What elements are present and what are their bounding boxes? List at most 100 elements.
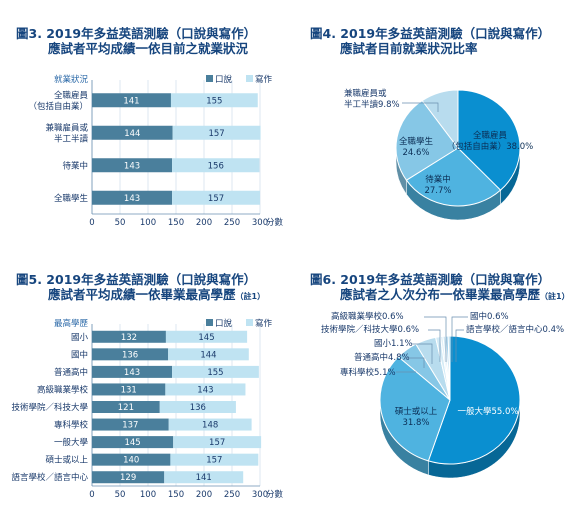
fig5-legend-swatch [206,319,213,326]
fig3-category-label: 全職學生 [54,193,89,204]
fig5-category-label: 專科學校 [54,420,89,431]
fig5-xtick-label: 0 [89,490,94,500]
fig4-leader-line [402,102,439,112]
fig5-bar-speaking [92,330,166,343]
fig5-category-label: 一般大學 [54,437,89,448]
fig5-category-label: 普通高中 [54,367,88,378]
fig5-data-label: 131 [121,385,137,395]
fig3-legend-swatch [246,75,253,82]
fig4-slice-label: 全職雇員（包括自由業）38.0% [447,130,534,152]
fig5-category-header: 最高學歷 [54,318,89,329]
fig3-category-label: 全職雇員（包括自由業） [28,90,88,112]
fig6-leader-line [455,329,464,362]
fig5-bar-writing [165,330,248,343]
fig4-slice [395,99,459,181]
fig6-slice-label: 普通高中4.8% [354,352,410,363]
fig3-xtick-label: 150 [168,218,184,228]
fig5-data-label: 129 [120,473,136,483]
fig6-slice [379,356,451,462]
fig6-leader-line [424,316,447,362]
fig5-data-label: 148 [202,421,218,431]
fig4-title: 圖4. 2019年多益英語測驗（口說與寫作） 應試者目前就業狀況比率 [310,26,550,56]
fig3-category-label: 兼職雇員或半工半讀 [45,122,88,144]
fig6-slice-label: 專科學校5.1% [340,367,396,378]
fig4-slice-label: 兼職雇員或半工半讀9.8% [344,88,400,110]
fig6-leader-line [405,357,425,368]
fig5-xunit: 分數 [266,489,284,500]
fig5-data-label: 121 [118,403,134,413]
fig3-bar-speaking [92,125,173,140]
fig4-title-line2: 應試者目前就業狀況比率 [340,41,478,56]
fig5-bar-speaking [92,383,166,396]
fig4-slice-label: 全職學生 24.6% [399,136,434,158]
fig5-bar-speaking [92,436,174,449]
fig5-category-label: 國小 [71,332,89,343]
fig5-bar-speaking [92,365,173,378]
fig5-xtick-label: 200 [196,490,212,500]
fig5-xtick-label: 150 [168,490,184,500]
fig4-title-line1: 圖4. 2019年多益英語測驗（口說與寫作） [310,26,551,41]
fig3-bar-writing [172,158,260,173]
fig3-xtick-label: 300 [252,218,268,228]
fig4-slice [405,147,502,207]
fig5-category-label: 技術學院／科技大學 [11,402,88,413]
fig3-xtick-label: 0 [89,218,94,228]
fig5-data-label: 157 [206,456,222,466]
fig5-bar-writing [168,418,252,431]
fig3-data-label: 143 [124,161,140,171]
fig5-bar-speaking [92,418,169,431]
fig5-category-label: 語言學校／語言中心 [11,472,88,483]
fig3-bar-speaking [92,93,171,108]
fig5-bar-writing [172,365,259,378]
fig6-leader-line [428,329,441,362]
fig5-bar-writing [173,436,262,449]
fig5-data-label: 145 [124,438,140,448]
fig6-slice-label: 高級職業學校0.6% [331,311,404,322]
fig6-slice-label: 碩士或以上 31.8% [395,406,438,428]
fig6-slice-label: 一般大學55.0% [457,406,518,417]
fig3-category-label: 待業中 [62,160,88,171]
fig3-xtick-label: 200 [196,218,212,228]
fig6-leader-line [451,316,468,362]
fig6-slice-label: 國中0.6% [470,311,509,322]
fig3-bar-speaking [92,158,173,173]
fig5-category-label: 國中 [71,349,88,360]
fig3-title-line1: 圖3. 2019年多益英語測驗（口說與寫作） [16,26,257,41]
fig5-title-line2: 應試者平均成績一依畢業最高學歷 [48,287,236,302]
fig6-slice-label: 技術學院／科技大學0.6% [321,324,419,335]
fig3-xunit: 分數 [266,217,284,228]
fig3-legend-swatch [206,75,213,82]
fig4-slice [421,89,459,150]
fig5-data-label: 136 [122,350,138,360]
fig4-slice [457,89,521,191]
fig5-title-note: （註1） [235,292,266,301]
fig3-data-label: 155 [206,96,222,106]
fig3-data-label: 156 [208,161,224,171]
fig5-data-label: 157 [209,438,225,448]
fig6-slice-label: 國小1.1% [374,338,413,349]
fig5-title-line1: 圖5. 2019年多益英語測驗（口說與寫作） [16,272,257,287]
fig3-data-label: 143 [124,194,140,204]
fig6-title-line2: 應試者之人次分布一依畢業最高學歷 [340,287,541,302]
fig5-legend-swatch [246,319,253,326]
fig3-title-line2: 應試者平均成績一依目前之就業狀況 [48,41,249,56]
fig5-category-label: 碩士或以上 [45,455,88,466]
fig5-xtick-label: 250 [224,490,240,500]
fig3-xtick-label: 250 [224,218,240,228]
fig5-data-label: 155 [207,368,223,378]
fig3-bar-speaking [92,190,173,205]
fig3-legend-label: 寫作 [255,74,273,85]
fig5-legend-label: 口說 [215,318,233,329]
fig6-title-line1: 圖6. 2019年多益英語測驗（口說與寫作） [310,272,551,287]
fig5-bar-writing [164,471,244,484]
fig5-data-label: 143 [124,368,140,378]
fig5-bar-speaking [92,471,165,484]
fig6-title-note: （註1） [540,292,570,301]
fig3-data-label: 157 [208,129,224,139]
fig5-data-label: 141 [196,473,212,483]
fig5-data-label: 144 [200,350,216,360]
fig5-data-label: 137 [122,421,138,431]
fig6-slice [427,335,521,465]
